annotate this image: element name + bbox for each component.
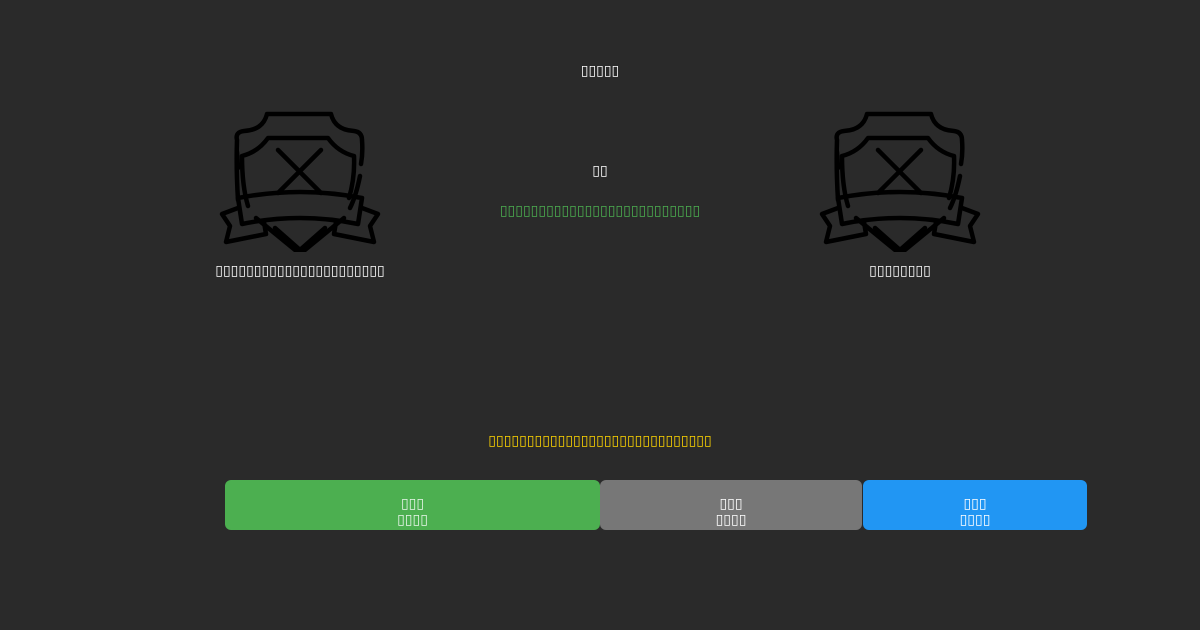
- button-label-line2: ▯▯▯▯: [715, 512, 747, 528]
- page-title: ▯▯▯▯▯: [580, 63, 620, 79]
- button-label-line2: ▯▯▯▯: [959, 512, 991, 528]
- button-label-line1: ▯▯▯: [963, 496, 987, 512]
- blue-action-button[interactable]: ▯▯▯ ▯▯▯▯: [863, 480, 1087, 530]
- button-label-line1: ▯▯▯: [719, 496, 743, 512]
- right-player-caption: ▯▯▯▯▯▯▯▯: [869, 263, 931, 279]
- shield-x-icon: [219, 111, 381, 252]
- button-label-line2: ▯▯▯▯: [397, 512, 428, 528]
- warning-message: ▯▯▯▯▯▯▯▯▯▯▯▯▯▯▯▯▯▯▯▯▯▯▯▯▯▯▯▯▯: [488, 433, 712, 449]
- left-player-caption: ▯▯▯▯▯▯▯▯▯▯▯▯▯▯▯▯▯▯▯▯▯▯: [215, 263, 385, 279]
- green-action-button[interactable]: ▯▯▯ ▯▯▯▯: [225, 480, 600, 530]
- versus-label: ▯▯: [592, 163, 608, 179]
- button-label-line1: ▯▯▯: [400, 496, 425, 512]
- status-message: ▯▯▯▯▯▯▯▯▯▯▯▯▯▯▯▯▯▯▯▯▯▯▯▯▯▯: [499, 203, 701, 219]
- gray-action-button[interactable]: ▯▯▯ ▯▯▯▯: [600, 480, 862, 530]
- shield-x-icon: [819, 111, 981, 252]
